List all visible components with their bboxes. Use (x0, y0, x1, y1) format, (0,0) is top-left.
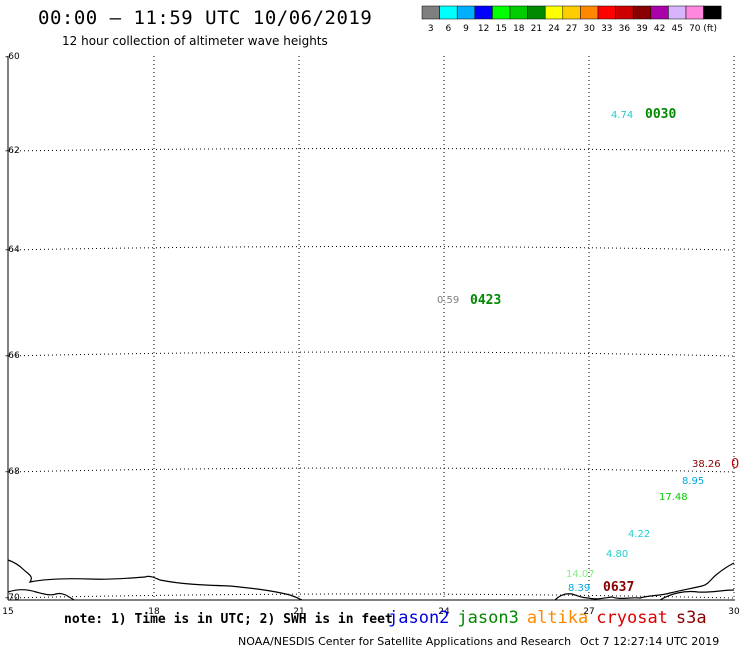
observation-label: 4.74 (611, 110, 633, 121)
observation-label: 8.95 (682, 476, 704, 487)
latitude-tick-label: -62 (5, 146, 20, 156)
units-note: note: 1) Time is in UTC; 2) SWH is in fe… (64, 612, 393, 627)
observation-label: 0637 (603, 580, 634, 595)
coastline (7, 559, 735, 601)
colorbar-tick-label: 27 (566, 24, 577, 34)
latitude-tick-label: -60 (5, 52, 20, 62)
colorbar-tick-label: 45 (671, 24, 682, 34)
generation-timestamp: Oct 7 12:27:14 UTC 2019 (580, 635, 720, 648)
latitude-tick-label: -68 (5, 467, 20, 477)
latitude-tick-label: -64 (5, 245, 20, 255)
observation-label: 8.39 (568, 583, 590, 594)
observation-label: 0423 (470, 293, 501, 308)
observation-label: 14.07 (566, 569, 595, 580)
colorbar-swatch (580, 5, 599, 20)
graticule-grid (7, 56, 735, 600)
colorbar-tick-label: 21 (531, 24, 542, 34)
colorbar-swatch (421, 5, 440, 20)
colorbar-swatch (492, 5, 511, 20)
colorbar-tick-label: 36 (619, 24, 631, 34)
colorbar-swatch (650, 5, 669, 20)
satellite-legend-jason3: jason3 (457, 608, 519, 628)
colorbar-tick-label: 6 (446, 24, 452, 34)
satellite-legend-cryosat: cryosat (596, 608, 668, 628)
credit-line: NOAA/NESDIS Center for Satellite Applica… (238, 635, 572, 648)
colorbar-swatch (597, 5, 616, 20)
colorbar-tick-label: 33 (601, 24, 612, 34)
satellite-legend-s3a: s3a (675, 608, 707, 628)
altimeter-observations: 4.74 0030 0.59 0423 38.26 0 8.95 17.48 4.224.80 1… (437, 107, 739, 595)
colorbar-tick-label: 3 (428, 24, 434, 34)
latitude-labels: -60 -62 -64 -66 -68 -70 (5, 52, 20, 603)
colorbar-tick-label: 15 (495, 24, 506, 34)
observation-label: 4.80 (606, 549, 628, 560)
longitude-tick-label: 15 (2, 607, 13, 617)
latitude-tick-label: -70 (5, 593, 20, 603)
colorbar-swatch (527, 5, 546, 20)
colorbar-swatch (685, 5, 704, 20)
observation-label: 4.22 (628, 529, 650, 540)
observation-label: 0030 (645, 107, 676, 122)
colorbar-swatch (439, 5, 458, 20)
colorbar-swatch (456, 5, 476, 20)
colorbar-tick-label: 24 (548, 24, 560, 34)
colorbar-unit: (ft) (703, 24, 717, 34)
observation-label: 38.26 (692, 459, 721, 470)
satellite-legend-jason2: jason2 (388, 608, 450, 628)
colorbar-tick-label: 70 (689, 24, 701, 34)
colorbar-tick-label: 18 (513, 24, 525, 34)
colorbar-swatch (632, 5, 652, 20)
latitude-tick-label: -66 (5, 351, 20, 361)
colorbar-swatch (474, 5, 493, 20)
map-frame (7, 56, 735, 601)
longitude-labels: 15 18 21 24 27 30 (2, 607, 740, 617)
observation-label: 17.48 (659, 492, 688, 503)
longitude-tick-label: 30 (728, 607, 740, 617)
wave-height-colorbar: 3 6 9 12 15 18 21 24 27 30 33 36 39 42 45 70 (ft) (421, 5, 722, 34)
observation-label: 0.59 (437, 295, 459, 306)
colorbar-tick-label: 12 (478, 24, 489, 34)
observation-label: 0 (731, 457, 739, 472)
colorbar-swatch (562, 5, 581, 20)
colorbar-swatch (703, 5, 722, 20)
map-title: 00:00 — 11:59 UTC 10/06/2019 (38, 7, 373, 29)
satellite-legend: jason2 jason3 altika cryosat s3a (388, 608, 715, 628)
longitude-tick-label: 27 (583, 607, 594, 617)
longitude-tick-label: 24 (438, 607, 450, 617)
map-subtitle: 12 hour collection of altimeter wave hei… (62, 34, 328, 48)
colorbar-tick-label: 42 (654, 24, 665, 34)
longitude-tick-label: 21 (293, 607, 304, 617)
colorbar-tick-label: 30 (583, 24, 595, 34)
satellite-legend-altika: altika (526, 608, 589, 628)
longitude-tick-label: 18 (148, 607, 160, 617)
colorbar-swatch (544, 5, 564, 20)
colorbar-tick-label: 9 (463, 24, 469, 34)
colorbar-swatch (615, 5, 634, 20)
colorbar-swatch (668, 5, 687, 20)
colorbar-tick-label: 39 (636, 24, 648, 34)
colorbar-swatch (509, 5, 528, 20)
